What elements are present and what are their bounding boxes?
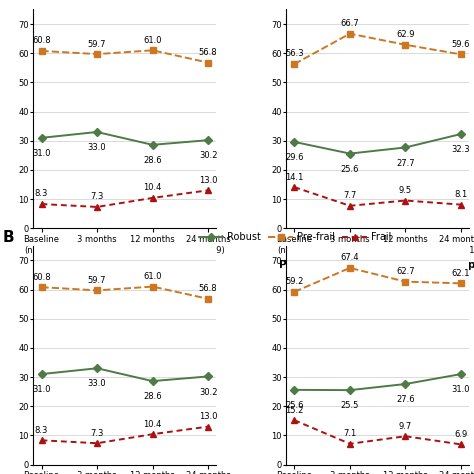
Text: 7.7: 7.7 bbox=[343, 191, 356, 200]
Text: 62.9: 62.9 bbox=[396, 30, 415, 39]
Text: 8.3: 8.3 bbox=[35, 426, 48, 435]
Text: 31.0: 31.0 bbox=[32, 385, 51, 394]
Text: 59.2: 59.2 bbox=[285, 277, 303, 286]
Text: 25.5: 25.5 bbox=[341, 401, 359, 410]
Text: 14.1: 14.1 bbox=[285, 173, 303, 182]
Text: 7.3: 7.3 bbox=[91, 428, 104, 438]
Text: 27.7: 27.7 bbox=[396, 159, 415, 168]
Text: 30.2: 30.2 bbox=[199, 388, 217, 397]
Text: B: B bbox=[2, 229, 14, 245]
Text: 60.8: 60.8 bbox=[32, 36, 51, 46]
Text: 7.1: 7.1 bbox=[343, 429, 356, 438]
Text: 60.8: 60.8 bbox=[32, 273, 51, 282]
Text: 9.7: 9.7 bbox=[399, 422, 412, 431]
Text: 15.2: 15.2 bbox=[285, 406, 303, 415]
X-axis label: 200 IU/d group: 200 IU/d group bbox=[81, 260, 168, 270]
Text: 28.6: 28.6 bbox=[143, 392, 162, 401]
Text: 61.0: 61.0 bbox=[143, 272, 162, 281]
X-axis label: Pooled higher doses (PHD) group: Pooled higher doses (PHD) group bbox=[280, 260, 474, 270]
Text: 27.6: 27.6 bbox=[396, 395, 415, 404]
Text: 32.3: 32.3 bbox=[452, 145, 470, 154]
Text: 10.4: 10.4 bbox=[143, 419, 162, 428]
Text: 33.0: 33.0 bbox=[88, 143, 106, 152]
Text: 30.2: 30.2 bbox=[199, 151, 217, 160]
Text: 25.6: 25.6 bbox=[341, 164, 359, 173]
Text: 66.7: 66.7 bbox=[340, 19, 359, 28]
Text: 29.6: 29.6 bbox=[285, 153, 304, 162]
Text: 9.5: 9.5 bbox=[399, 186, 412, 195]
Text: 8.1: 8.1 bbox=[454, 190, 467, 199]
Text: 31.0: 31.0 bbox=[452, 385, 470, 394]
Text: 59.6: 59.6 bbox=[452, 40, 470, 49]
Legend: Robust, Pre-frail, Frail: Robust, Pre-frail, Frail bbox=[195, 228, 395, 246]
Text: 10.4: 10.4 bbox=[143, 183, 162, 192]
Text: 25.6: 25.6 bbox=[285, 401, 304, 410]
Text: 59.7: 59.7 bbox=[88, 276, 106, 285]
Text: 67.4: 67.4 bbox=[341, 254, 359, 263]
Text: 62.7: 62.7 bbox=[396, 267, 415, 276]
Text: 28.6: 28.6 bbox=[143, 156, 162, 165]
Text: 56.3: 56.3 bbox=[285, 49, 304, 58]
Text: 13.0: 13.0 bbox=[199, 412, 217, 421]
Text: 56.8: 56.8 bbox=[199, 48, 218, 57]
Text: 8.3: 8.3 bbox=[35, 190, 48, 199]
Text: 56.8: 56.8 bbox=[199, 284, 218, 293]
Text: 13.0: 13.0 bbox=[199, 176, 217, 185]
Text: 31.0: 31.0 bbox=[32, 149, 51, 158]
Text: 59.7: 59.7 bbox=[88, 39, 106, 48]
Text: 62.1: 62.1 bbox=[452, 269, 470, 278]
Text: 6.9: 6.9 bbox=[454, 430, 467, 439]
Text: 61.0: 61.0 bbox=[143, 36, 162, 45]
Text: 7.3: 7.3 bbox=[91, 192, 104, 201]
Text: 33.0: 33.0 bbox=[88, 379, 106, 388]
